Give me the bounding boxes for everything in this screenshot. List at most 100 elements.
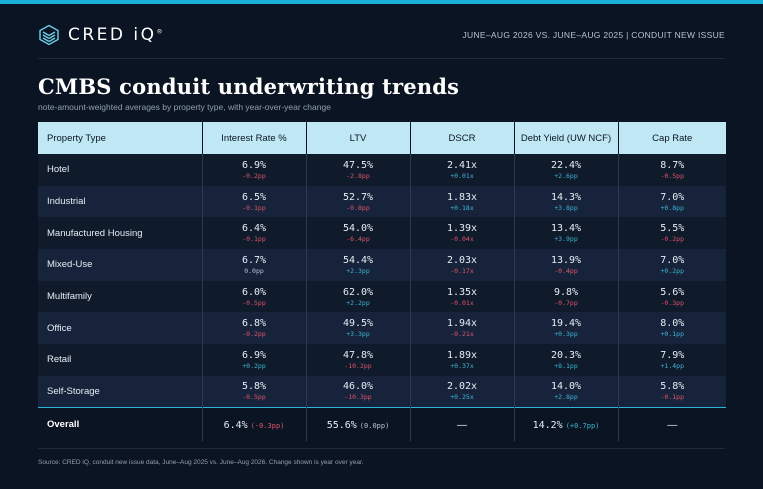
- metric-cell: 14.3% +3.8pp: [514, 185, 619, 218]
- yoy-change: +0.01x: [450, 171, 474, 180]
- metric-value: 6.5%: [241, 191, 267, 203]
- yoy-change: -0.01x: [450, 298, 474, 307]
- metric-cell: 2.02x +0.25x: [410, 375, 515, 408]
- metric-cell: 52.7% -0.8pp: [306, 185, 411, 218]
- metric-cell: 14.0% +2.8pp: [514, 375, 619, 408]
- metric-cell: 47.5% -2.8pp: [306, 154, 411, 186]
- metric-cell: 9.8% -0.7pp: [514, 280, 619, 313]
- metric-value: 7.0%: [660, 191, 685, 203]
- yoy-change: +0.2pp: [242, 361, 266, 370]
- property-type-cell: Industrial: [38, 185, 203, 218]
- metric-cell: 8.0% +0.1pp: [618, 312, 726, 345]
- metric-value: 1.39x: [446, 223, 478, 235]
- yoy-change: -0.2pp: [660, 235, 684, 244]
- metric-value: 1.35x: [446, 286, 478, 298]
- yoy-change: -0.7pp: [554, 298, 578, 307]
- property-type-cell: Multifamily: [38, 280, 203, 313]
- metric-value: 20.3%: [550, 349, 582, 361]
- metric-value: 7.0%: [660, 254, 685, 266]
- yoy-change: +0.18x: [450, 203, 474, 212]
- brand: CRED iQ®: [38, 24, 163, 46]
- metric-value: 54.4%: [342, 254, 374, 266]
- yoy-change: -0.2pp: [242, 330, 266, 339]
- metric-value: 5.6%: [660, 286, 685, 298]
- metric-cell: 7.9% +1.4pp: [618, 344, 726, 376]
- yoy-change: +1.4pp: [660, 361, 684, 370]
- metric-cell: 6.9% -0.2pp: [202, 154, 307, 186]
- metric-cell: 54.0% -6.4pp: [306, 217, 411, 250]
- yoy-change: -0.1pp: [242, 203, 266, 212]
- metric-value: 49.5%: [342, 318, 374, 330]
- metric-cell: 20.3% +8.1pp: [514, 344, 619, 376]
- overall-value: 6.4%: [223, 420, 248, 432]
- yoy-change: -0.8pp: [346, 203, 370, 212]
- column-header: DSCR: [410, 122, 515, 154]
- page-subtitle: note-amount-weighted averages by propert…: [38, 102, 331, 112]
- metric-value: 54.0%: [342, 223, 374, 235]
- page-header: CRED iQ® JUNE–AUG 2026 VS. JUNE–AUG 2025…: [38, 22, 725, 48]
- table-row: Retail 6.9% +0.2pp 47.8% -10.2pp 1.89x +0.37x 2…: [38, 344, 726, 376]
- metric-cell: 62.0% +2.2pp: [306, 280, 411, 313]
- yoy-change: -0.4pp: [554, 266, 578, 275]
- metric-cell: 13.4% +3.9pp: [514, 217, 619, 250]
- metric-value: 8.7%: [660, 159, 685, 171]
- yoy-change: +0.37x: [450, 361, 474, 370]
- yoy-change: +2.3pp: [346, 266, 370, 275]
- metric-value: 13.4%: [550, 223, 582, 235]
- metric-value: 5.8%: [660, 381, 685, 393]
- metric-value: 6.7%: [241, 254, 267, 266]
- yoy-change: +0.25x: [450, 393, 474, 402]
- property-type-cell: Mixed-Use: [38, 249, 203, 281]
- metric-cell: 2.03x -0.17x: [410, 249, 515, 281]
- metric-cell: 5.8% -0.5pp: [202, 375, 307, 408]
- table-row: Office 6.8% -0.2pp 49.5% +3.3pp 1.94x -0.21x 19…: [38, 312, 726, 345]
- metric-cell: 46.0% -10.3pp: [306, 375, 411, 408]
- metric-value: 47.8%: [342, 349, 374, 361]
- metric-cell: 6.5% -0.1pp: [202, 185, 307, 218]
- yoy-change: -0.3pp: [660, 298, 684, 307]
- metric-cell: 13.9% -0.4pp: [514, 249, 619, 281]
- yoy-change: +3.3pp: [346, 330, 370, 339]
- metric-value: 2.03x: [446, 254, 478, 266]
- metric-value: 6.0%: [241, 286, 267, 298]
- metric-value: 6.8%: [241, 318, 267, 330]
- overall-label: Overall: [38, 407, 203, 441]
- overall-yoy-change: (0.0pp): [359, 422, 390, 431]
- overall-metric-cell: —: [618, 407, 726, 441]
- table-header-row: Property Type Interest Rate % LTV DSCR Debt …: [38, 122, 726, 154]
- metric-cell: 7.0% +0.8pp: [618, 185, 726, 218]
- yoy-change: +0.8pp: [660, 203, 684, 212]
- metric-value: 46.0%: [342, 381, 374, 393]
- metric-value: 19.4%: [550, 318, 582, 330]
- metric-value: 14.0%: [550, 381, 582, 393]
- overall-value: —: [457, 420, 467, 432]
- table-row: Hotel 6.9% -0.2pp 47.5% -2.8pp 2.41x +0.01x 22.…: [38, 154, 726, 186]
- yoy-change: -0.5pp: [660, 171, 684, 180]
- overall-metric-cell: 55.6% (0.0pp): [306, 407, 411, 441]
- table-body: Hotel 6.9% -0.2pp 47.5% -2.8pp 2.41x +0.01x 22.…: [38, 154, 726, 441]
- metric-cell: 1.39x -0.04x: [410, 217, 515, 250]
- underwriting-trends-table: Property Type Interest Rate % LTV DSCR Debt …: [38, 122, 726, 441]
- report-period: JUNE–AUG 2026 VS. JUNE–AUG 2025 | CONDUI…: [462, 30, 725, 40]
- yoy-change: -0.1pp: [660, 393, 684, 402]
- metric-cell: 1.94x -0.21x: [410, 312, 515, 345]
- metric-cell: 6.4% -0.1pp: [202, 217, 307, 250]
- yoy-change: -10.3pp: [344, 393, 372, 402]
- property-type-cell: Self-Storage: [38, 375, 203, 408]
- yoy-change: +0.1pp: [660, 330, 684, 339]
- yoy-change: -2.8pp: [346, 171, 370, 180]
- yoy-change: -0.5pp: [242, 298, 266, 307]
- metric-value: 5.8%: [241, 381, 267, 393]
- metric-cell: 6.0% -0.5pp: [202, 280, 307, 313]
- metric-value: 2.41x: [446, 159, 478, 171]
- metric-value: 1.89x: [446, 349, 478, 361]
- metric-value: 7.9%: [660, 349, 685, 361]
- metric-cell: 6.7% 0.0pp: [202, 249, 307, 281]
- yoy-change: -0.21x: [450, 330, 474, 339]
- property-type-cell: Hotel: [38, 154, 203, 186]
- yoy-change: -0.5pp: [242, 393, 266, 402]
- metric-value: 9.8%: [553, 286, 579, 298]
- overall-value: 55.6%: [326, 420, 357, 432]
- overall-value: —: [667, 420, 678, 432]
- metric-value: 62.0%: [342, 286, 374, 298]
